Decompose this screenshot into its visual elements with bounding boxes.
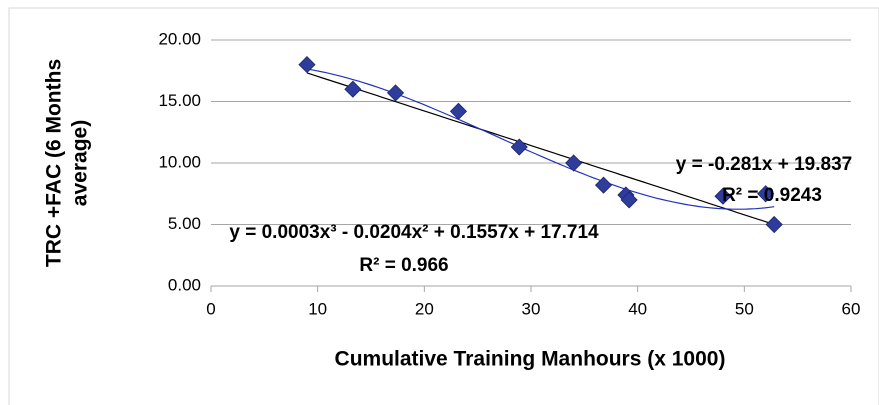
y-axis-title-line: TRC +FAC (6 Months bbox=[43, 59, 66, 267]
point bbox=[620, 191, 638, 209]
point bbox=[765, 215, 783, 234]
point bbox=[449, 102, 468, 120]
x-tick-label: 60 bbox=[842, 299, 861, 318]
x-tick-label: 50 bbox=[735, 299, 754, 318]
y-axis-title-line: average) bbox=[69, 120, 92, 206]
point bbox=[386, 84, 405, 102]
trendline-r2: R² = 0.966 bbox=[359, 255, 448, 276]
point bbox=[565, 154, 583, 172]
trendline-r2: R² = 0.9243 bbox=[722, 185, 822, 206]
y-tick-label: 15.00 bbox=[158, 91, 201, 110]
x-tick-label: 40 bbox=[628, 299, 647, 318]
y-tick-label: 5.00 bbox=[168, 214, 201, 233]
trendline bbox=[306, 72, 775, 226]
point bbox=[298, 56, 316, 74]
y-tick-label: 0.00 bbox=[168, 275, 201, 294]
y-tick-label: 10.00 bbox=[158, 152, 201, 171]
x-axis-title: Cumulative Training Manhours (x 1000) bbox=[335, 348, 726, 371]
trendline-equation: y = 0.0003x³ - 0.0204x² + 0.1557x + 17.7… bbox=[229, 222, 599, 243]
trendline-equation: y = -0.281x + 19.837 bbox=[676, 154, 852, 175]
point bbox=[510, 138, 528, 156]
x-tick-label: 10 bbox=[308, 299, 327, 318]
trendline bbox=[306, 68, 775, 210]
chart-frame bbox=[8, 7, 879, 405]
point bbox=[594, 176, 613, 194]
point bbox=[757, 185, 775, 203]
x-tick-label: 30 bbox=[522, 299, 541, 318]
x-tick-label: 0 bbox=[206, 299, 215, 318]
point bbox=[714, 187, 732, 205]
y-tick-label: 20.00 bbox=[158, 29, 201, 48]
y-axis-title: TRC +FAC (6 Months average) bbox=[43, 59, 92, 267]
x-tick-label: 20 bbox=[415, 299, 434, 318]
point bbox=[344, 80, 362, 98]
